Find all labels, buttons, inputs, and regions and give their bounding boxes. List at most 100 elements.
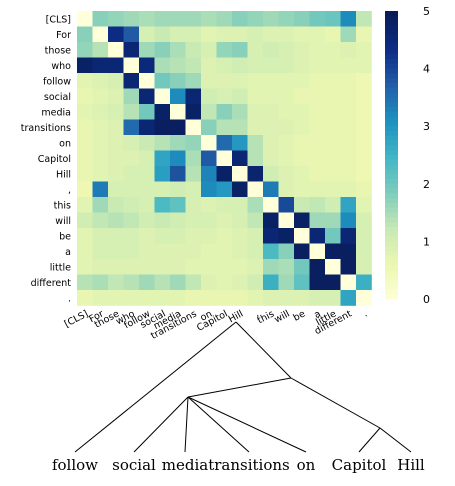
heatmap-cell <box>263 197 279 213</box>
heatmap-cell <box>356 73 372 89</box>
heatmap-cell <box>340 243 357 260</box>
colorbar-segment <box>385 155 398 161</box>
colorbar-segment <box>385 159 398 166</box>
heatmap-cell <box>123 150 140 167</box>
tree-leaf-word: Capitol <box>332 456 387 474</box>
heatmap-cell <box>77 228 93 244</box>
colorbar-segment <box>385 83 398 89</box>
colorbar-segment <box>385 111 398 118</box>
heatmap-cell <box>201 119 217 136</box>
heatmap-cell <box>325 26 341 43</box>
heatmap-cell <box>309 274 326 291</box>
heatmap-cell <box>123 290 140 306</box>
colorbar-tick-label: 3 <box>423 120 430 133</box>
heatmap-cell <box>139 166 155 182</box>
heatmap-cell <box>170 259 186 275</box>
heatmap-cell <box>294 181 310 198</box>
heatmap-cell <box>201 181 217 198</box>
tree-edge <box>74 321 237 453</box>
heatmap-cell <box>216 150 233 167</box>
heatmap-cell <box>232 42 248 58</box>
heatmap-cell <box>139 119 155 136</box>
heatmap-cell <box>232 166 248 182</box>
heatmap-cell <box>185 243 202 260</box>
heatmap-cell <box>278 104 295 120</box>
heatmap-cell <box>340 42 357 58</box>
heatmap-cell <box>278 57 295 74</box>
heatmap-cell <box>77 73 93 89</box>
heatmap-cell <box>170 88 186 105</box>
heatmap-cell <box>232 104 248 120</box>
heatmap-cell <box>154 166 171 182</box>
heatmap-cell <box>123 57 140 74</box>
heatmap-cell <box>123 119 140 136</box>
heatmap-cell <box>201 135 217 151</box>
heatmap-cell <box>154 150 171 167</box>
heatmap-cell <box>247 243 264 260</box>
heatmap-cell <box>309 42 326 58</box>
row-label: Capitol <box>38 154 71 165</box>
heatmap-cell <box>185 259 202 275</box>
colorbar-segment <box>385 126 398 132</box>
colorbar-segment <box>385 92 398 98</box>
heatmap-cell <box>154 11 171 27</box>
heatmap-cell <box>201 42 217 58</box>
row-label: a <box>65 247 71 258</box>
heatmap-cell <box>185 135 202 151</box>
heatmap-cell <box>108 212 124 229</box>
heatmap-cell <box>216 104 233 120</box>
heatmap-cell <box>170 104 186 120</box>
tree-edge <box>187 396 307 453</box>
heatmap-cell <box>263 11 279 27</box>
heatmap-cell <box>309 135 326 151</box>
colorbar-tick-label: 1 <box>423 235 430 248</box>
colorbar-segment <box>385 68 398 74</box>
heatmap-cell <box>294 290 310 306</box>
heatmap-cell <box>77 274 93 291</box>
heatmap-cell <box>216 228 233 244</box>
colorbar-tick-label: 2 <box>423 178 430 191</box>
colorbar-segment <box>385 164 398 170</box>
heatmap-cell <box>340 212 357 229</box>
heatmap-cell <box>309 197 326 213</box>
tree-leaf-word: transitions <box>208 456 290 474</box>
heatmap-cell <box>201 290 217 306</box>
heatmap-cell <box>170 135 186 151</box>
heatmap-cell <box>356 135 372 151</box>
heatmap-cell <box>325 212 341 229</box>
heatmap-cell <box>185 119 202 136</box>
heatmap-cell <box>216 212 233 229</box>
heatmap-cell <box>139 26 155 43</box>
heatmap-cell <box>154 88 171 105</box>
heatmap-cell <box>325 42 341 58</box>
heatmap-cell <box>77 135 93 151</box>
heatmap-cell <box>154 243 171 260</box>
heatmap-cell <box>123 73 140 89</box>
heatmap-cell <box>232 150 248 167</box>
heatmap-cell <box>356 104 372 120</box>
heatmap-cell <box>263 135 279 151</box>
heatmap-cell <box>185 166 202 182</box>
heatmap-cell <box>77 197 93 213</box>
colorbar-segment <box>385 260 398 266</box>
heatmap-cell <box>247 11 264 27</box>
heatmap-cell <box>92 42 109 58</box>
heatmap-cell <box>247 88 264 105</box>
colorbar-segment <box>385 30 398 36</box>
heatmap-cell <box>247 212 264 229</box>
colorbar-segment <box>385 289 398 295</box>
heatmap-cell <box>356 290 372 306</box>
heatmap-cell <box>185 42 202 58</box>
heatmap-cell <box>108 26 124 43</box>
heatmap-cell <box>232 243 248 260</box>
heatmap-cell <box>123 88 140 105</box>
heatmap-cell <box>340 259 357 275</box>
tree-edge <box>133 396 189 453</box>
heatmap-cell <box>263 88 279 105</box>
heatmap-cell <box>108 197 124 213</box>
heatmap-cell <box>356 259 372 275</box>
heatmap-cell <box>185 26 202 43</box>
heatmap-cell <box>356 88 372 105</box>
heatmap-cell <box>201 243 217 260</box>
